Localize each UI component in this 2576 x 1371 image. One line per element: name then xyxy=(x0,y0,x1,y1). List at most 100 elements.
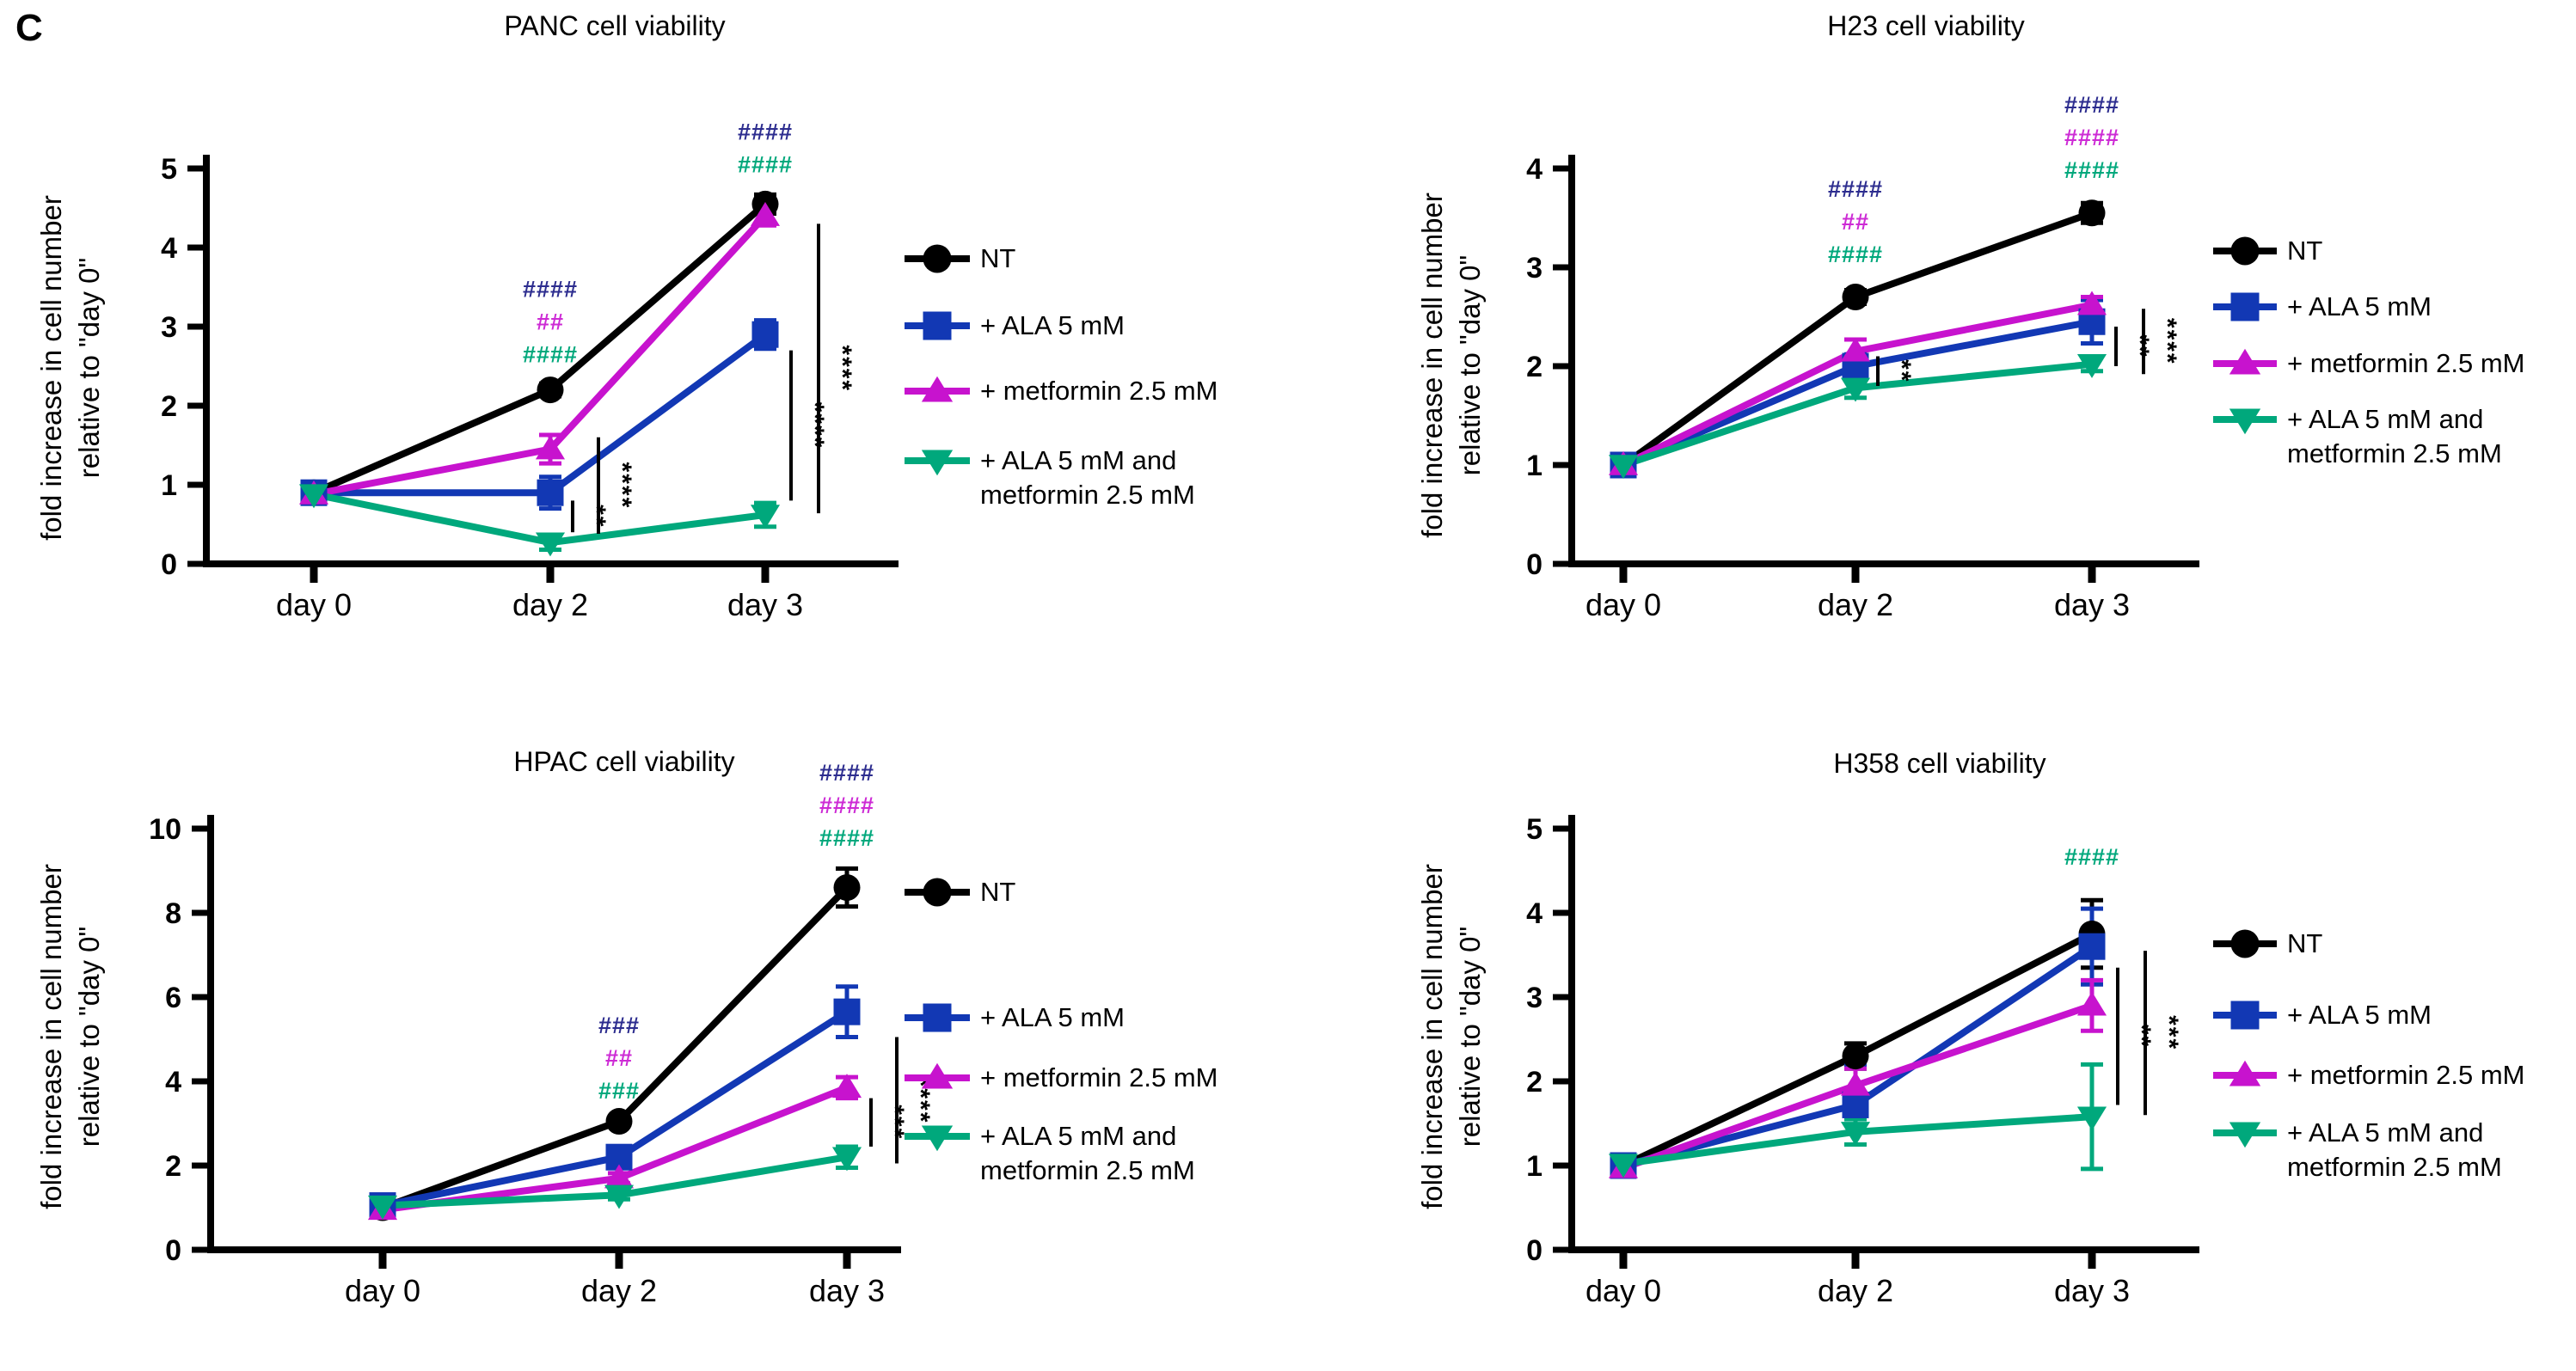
y-tick-label: 6 xyxy=(165,982,181,1014)
x-tick-label: day 0 xyxy=(276,587,352,622)
chart-panel-panc: PANC cell viability fold increase in cel… xyxy=(0,0,1288,685)
hash-annotation: #### xyxy=(738,119,793,145)
significance-label: ** xyxy=(1887,359,1916,383)
y-tick-label: 4 xyxy=(1526,153,1543,186)
data-point xyxy=(1842,1091,1869,1118)
hash-annotation: #### xyxy=(2064,844,2119,870)
hash-annotation: #### xyxy=(2064,125,2119,150)
data-point xyxy=(2076,1106,2107,1131)
y-tick-label: 0 xyxy=(1526,548,1543,581)
data-point xyxy=(1608,1154,1639,1178)
y-tick-label: 5 xyxy=(1526,813,1543,846)
data-point xyxy=(1840,1122,1871,1146)
y-tick-label: 2 xyxy=(165,1150,181,1183)
data-point xyxy=(367,1195,398,1220)
chart-title: PANC cell viability xyxy=(504,10,726,41)
hash-annotation: #### xyxy=(1828,176,1883,202)
x-tick-label: day 0 xyxy=(1585,587,1661,622)
significance-label: **** xyxy=(828,345,856,392)
x-tick-label: day 3 xyxy=(727,587,803,622)
hash-annotation: #### xyxy=(738,152,793,178)
data-point xyxy=(604,1184,635,1209)
significance-label: ** xyxy=(2125,334,2154,358)
hash-annotation: ## xyxy=(1842,209,1869,235)
data-point xyxy=(2078,933,2106,960)
data-point xyxy=(535,532,566,557)
y-tick-label: 1 xyxy=(1526,450,1543,482)
data-point xyxy=(833,874,861,902)
y-tick-label: 2 xyxy=(1526,1066,1543,1099)
hash-annotation: #### xyxy=(819,825,874,851)
significance-label: **** xyxy=(608,462,636,510)
data-point xyxy=(1842,1043,1869,1070)
significance-label: *** xyxy=(2155,1015,2183,1050)
figure-label: C xyxy=(15,7,43,49)
data-point xyxy=(537,376,564,404)
x-tick-label: day 2 xyxy=(1818,587,1893,622)
y-tick-label: 1 xyxy=(161,469,177,502)
data-point xyxy=(1840,337,1871,362)
hash-annotation: ## xyxy=(537,309,564,334)
y-tick-label: 1 xyxy=(1526,1150,1543,1183)
data-point xyxy=(1840,1071,1871,1096)
hash-annotation: ## xyxy=(605,1045,633,1071)
significance-label: **** xyxy=(2153,318,2181,365)
hash-annotation: ### xyxy=(598,1013,640,1038)
chart-panel-h23: H23 cell viability fold increase in cell… xyxy=(1288,0,2576,685)
x-tick-label: day 3 xyxy=(2054,1273,2130,1308)
significance-label: **** xyxy=(906,1077,935,1124)
data-point xyxy=(1840,377,1871,402)
hash-annotation: #### xyxy=(523,276,578,302)
x-tick-label: day 3 xyxy=(809,1273,885,1308)
y-tick-label: 4 xyxy=(1526,897,1543,930)
x-tick-label: day 2 xyxy=(581,1273,657,1308)
x-tick-label: day 0 xyxy=(345,1273,420,1308)
x-tick-label: day 3 xyxy=(2054,587,2130,622)
y-tick-label: 4 xyxy=(165,1066,181,1099)
data-point xyxy=(831,1147,862,1172)
y-tick-label: 5 xyxy=(161,153,177,186)
y-tick-label: 3 xyxy=(1526,252,1543,285)
y-tick-label: 2 xyxy=(1526,351,1543,383)
y-tick-label: 3 xyxy=(1526,982,1543,1014)
y-tick-label: 2 xyxy=(161,390,177,423)
significance-label: ** xyxy=(2127,1025,2156,1048)
x-tick-label: day 2 xyxy=(512,587,588,622)
chart-title: H23 cell viability xyxy=(1827,10,2025,41)
hash-annotation: #### xyxy=(819,760,874,786)
data-point xyxy=(750,202,781,226)
y-tick-label: 3 xyxy=(161,311,177,344)
chart-title: H358 cell viability xyxy=(1833,748,2046,779)
y-tick-label: 0 xyxy=(161,548,177,581)
hash-annotation: #### xyxy=(1828,242,1883,267)
plot-area: 0 1 2 3 4 5 day 0 day 2 day 3 #### ** *** xyxy=(1526,813,2199,1308)
y-tick-label: 0 xyxy=(165,1234,181,1267)
y-tick-label: 10 xyxy=(149,813,181,846)
data-point xyxy=(605,1108,633,1135)
significance-label: *** xyxy=(880,1105,909,1140)
hash-annotation: #### xyxy=(2064,157,2119,183)
data-point xyxy=(751,321,779,348)
y-tick-label: 8 xyxy=(165,897,181,930)
chart-panel-h358: H358 cell viability fold increase in cel… xyxy=(1288,686,2576,1371)
y-tick-label: 0 xyxy=(1526,1234,1543,1267)
data-point xyxy=(831,1074,862,1099)
hash-annotation: #### xyxy=(2064,92,2119,118)
significance-label: ** xyxy=(582,505,610,528)
x-tick-label: day 0 xyxy=(1585,1273,1661,1308)
significance-label: **** xyxy=(800,402,829,450)
data-point xyxy=(298,484,329,509)
data-point xyxy=(1608,455,1639,480)
chart-panel-hpac: HPAC cell viability fold increase in cel… xyxy=(0,686,1288,1371)
data-point xyxy=(2076,291,2107,315)
data-point xyxy=(2078,199,2106,227)
hash-annotation: ### xyxy=(598,1078,640,1104)
chart-title: HPAC cell viability xyxy=(513,746,735,777)
y-tick-label: 4 xyxy=(161,232,177,265)
data-point xyxy=(750,505,781,529)
data-point xyxy=(2076,991,2107,1016)
data-point xyxy=(1842,284,1869,310)
